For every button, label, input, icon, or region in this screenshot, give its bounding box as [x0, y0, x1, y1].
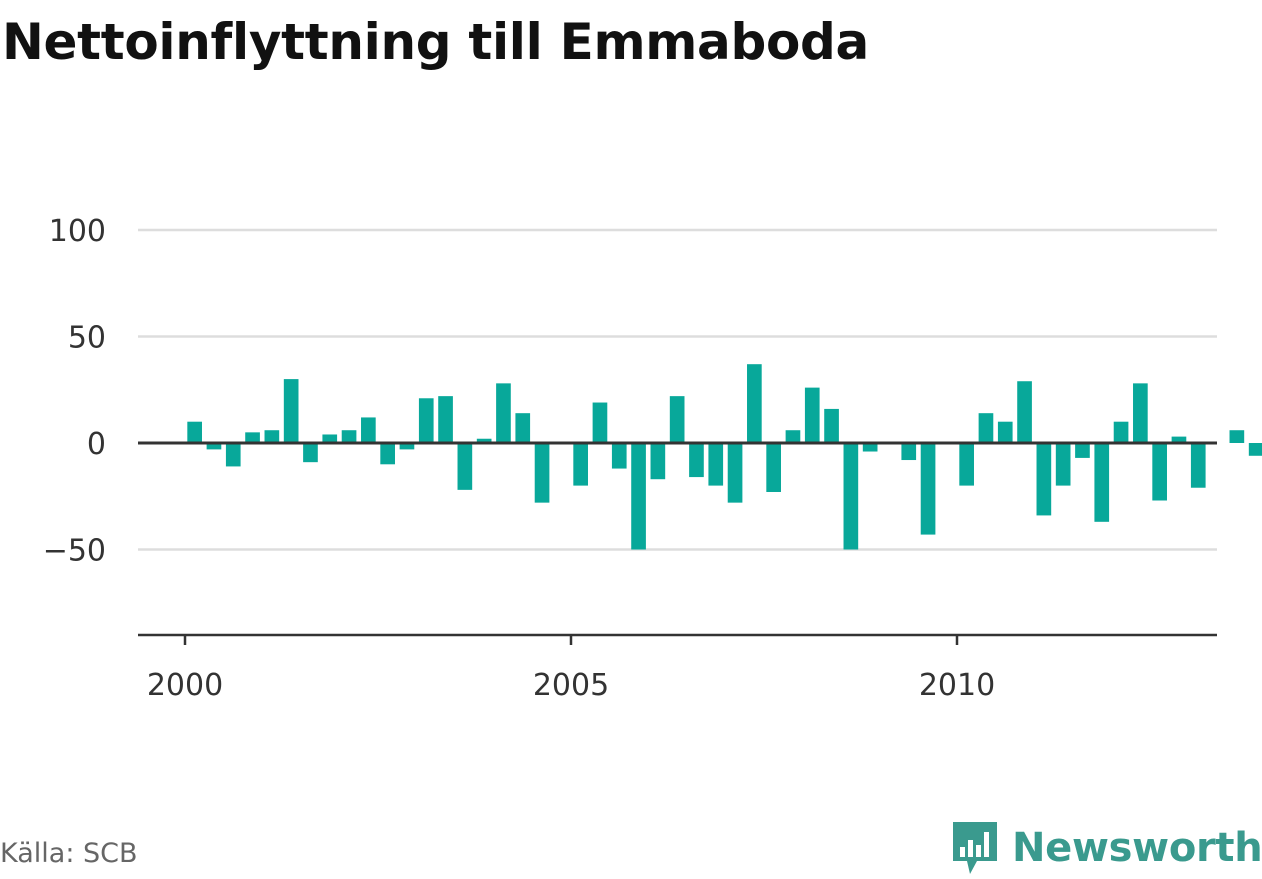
bar	[380, 443, 395, 465]
bar	[1113, 421, 1129, 443]
bar	[1152, 443, 1167, 501]
bar	[959, 443, 974, 486]
bar	[708, 443, 724, 486]
y-tick-label: 0	[87, 427, 106, 462]
bar	[1036, 443, 1052, 516]
x-tick-label: 2010	[919, 668, 995, 703]
bar	[1094, 443, 1110, 522]
bar	[418, 398, 434, 443]
bar	[920, 443, 936, 535]
bar	[1133, 383, 1148, 443]
y-tick-label: 50	[68, 321, 106, 356]
bar	[1248, 443, 1262, 456]
bar	[496, 383, 511, 443]
brand-name: Newsworthy	[1012, 825, 1262, 871]
bar	[689, 443, 704, 478]
bar	[187, 421, 202, 443]
bar	[997, 421, 1013, 443]
bar	[1190, 443, 1206, 488]
bar	[264, 430, 280, 443]
x-tick-label: 2000	[147, 668, 223, 703]
brand-logo: Newsworthy	[950, 818, 1262, 878]
bar	[1017, 381, 1032, 443]
chart-title: Nettoinflyttning till Emmaboda	[2, 13, 869, 71]
bar	[978, 413, 994, 443]
bar	[650, 443, 666, 480]
bar	[225, 443, 241, 467]
bar	[824, 408, 839, 443]
bar	[862, 443, 878, 452]
bar	[1055, 443, 1071, 486]
bar	[785, 430, 801, 443]
bar	[341, 430, 357, 443]
bar	[611, 443, 627, 469]
bar	[592, 402, 608, 443]
bar-chart-speech-icon	[953, 822, 997, 874]
bar	[573, 443, 588, 486]
y-tick-label: 100	[49, 214, 106, 249]
gridlines	[138, 228, 1217, 551]
x-tick-label: 2005	[533, 668, 609, 703]
bar	[361, 417, 376, 443]
bar	[515, 413, 531, 443]
bar	[1229, 430, 1245, 443]
bar	[901, 443, 917, 461]
bar	[534, 443, 550, 503]
bar	[669, 396, 685, 443]
bar	[206, 443, 222, 450]
bar	[438, 396, 453, 443]
bar	[245, 432, 260, 443]
axes	[138, 441, 1217, 645]
bar	[631, 443, 646, 550]
bar	[283, 379, 299, 443]
bar	[843, 443, 859, 550]
bar	[303, 443, 318, 463]
source-note: Källa: SCB	[0, 838, 138, 869]
y-tick-label: −50	[43, 534, 106, 569]
bar	[1171, 436, 1187, 443]
bar	[322, 434, 338, 443]
bar	[1075, 443, 1090, 458]
bar	[476, 438, 492, 443]
bar	[804, 387, 820, 443]
bar	[747, 364, 762, 443]
bar	[766, 443, 781, 492]
bar	[457, 443, 473, 490]
bar	[727, 443, 743, 503]
tick-labels: −50050100200020052010201520202025	[43, 214, 995, 703]
bar	[399, 443, 415, 450]
bar-series	[187, 364, 1262, 550]
